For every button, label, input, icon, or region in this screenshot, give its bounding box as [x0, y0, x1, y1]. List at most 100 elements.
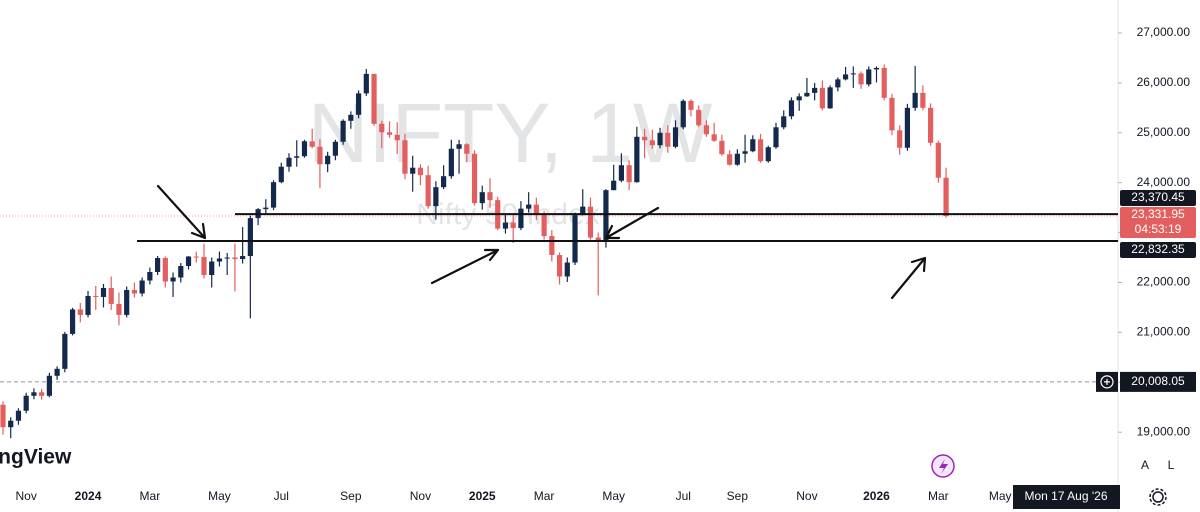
arrow — [430, 248, 500, 285]
candle-body — [842, 74, 849, 80]
lightning-icon — [939, 459, 948, 474]
candle-body — [541, 213, 547, 237]
candle-body — [23, 395, 29, 411]
candle-body — [765, 147, 771, 162]
candle-body — [881, 67, 887, 98]
candle-body — [62, 333, 68, 369]
candle-body — [649, 140, 655, 146]
y-tick-label: 26,000.00 — [1137, 75, 1191, 89]
x-tick-label: Mar — [928, 489, 949, 503]
candle-body — [286, 157, 292, 167]
auto-scale-button[interactable]: A — [1141, 458, 1149, 472]
candle-body — [224, 257, 230, 259]
candle-body — [626, 165, 632, 183]
candle-body — [232, 257, 238, 260]
candle-body — [417, 167, 424, 176]
candle-body — [155, 258, 161, 273]
last-price-label: 23,331.95 — [1131, 207, 1185, 221]
candle-body — [680, 100, 686, 128]
x-tick-label: Nov — [410, 489, 431, 503]
watermark-title: NIFTY, 1W — [308, 86, 713, 180]
candle-body — [781, 116, 787, 128]
crosshair-plus — [1100, 375, 1114, 389]
settings-gear — [1149, 488, 1167, 506]
x-tick-label: May — [989, 489, 1012, 503]
candle-body — [742, 151, 748, 154]
candle-body — [147, 272, 153, 281]
candle-body — [866, 69, 872, 85]
candle-body — [873, 67, 880, 70]
candle-body — [77, 309, 83, 315]
candle-body — [54, 368, 60, 376]
candle-body — [556, 255, 563, 277]
candle-body — [170, 277, 176, 282]
candle-body — [812, 87, 818, 93]
candle-body — [665, 132, 671, 147]
candle-body — [819, 87, 825, 109]
candle-body — [301, 141, 308, 157]
x-tick-label: Nov — [16, 489, 37, 503]
candle-body — [247, 218, 253, 257]
candle-body — [657, 132, 663, 146]
candle-body — [757, 139, 764, 162]
candle-body — [31, 392, 37, 396]
candle-body — [402, 140, 408, 174]
candle-body — [240, 256, 246, 260]
x-tick-label: Sep — [340, 489, 362, 503]
candle-body — [618, 165, 624, 181]
candle-body — [278, 166, 284, 183]
x-tick-label: May — [208, 489, 231, 503]
candle-body — [85, 295, 91, 315]
level-label: 23,370.45 — [1131, 190, 1185, 204]
x-tick-label: Jul — [676, 489, 691, 503]
plot — [0, 64, 1118, 439]
last-price-box — [1120, 207, 1196, 238]
candle-body — [340, 120, 346, 142]
candle-body — [433, 187, 439, 207]
candle-body — [471, 153, 478, 204]
candle-body — [634, 136, 640, 183]
candle-body — [827, 87, 833, 109]
y-tick-label: 27,000.00 — [1137, 25, 1191, 39]
candle-body — [526, 204, 532, 209]
candle-body — [100, 287, 107, 297]
candle-body — [750, 139, 756, 152]
candle-body — [920, 92, 926, 108]
y-tick-label: 25,000.00 — [1137, 125, 1191, 139]
countdown: 04:53:19 — [1135, 222, 1182, 236]
x-tick-label: Mar — [140, 489, 161, 503]
candle-body — [448, 148, 454, 177]
arrow — [890, 256, 927, 300]
annotations — [156, 184, 927, 300]
candle-body — [850, 73, 856, 75]
candle-body — [788, 100, 795, 117]
candle-body — [572, 215, 578, 263]
candle-body — [209, 261, 215, 276]
crosshair-date-box — [1013, 485, 1120, 509]
candle-body — [858, 73, 864, 85]
candle-body — [46, 375, 52, 396]
candle-body — [309, 141, 315, 147]
candle-body — [897, 130, 903, 148]
candle-body — [688, 100, 694, 110]
candle-body — [325, 155, 331, 165]
settings-icon[interactable] — [1152, 491, 1164, 503]
candle-body — [15, 410, 22, 421]
x-tick-label: Mar — [534, 489, 555, 503]
x-tick-label: 2024 — [75, 489, 102, 503]
candle-body — [641, 136, 648, 141]
candle-body — [317, 146, 323, 165]
candle-body — [611, 180, 617, 191]
level-label: 22,832.35 — [1131, 242, 1185, 256]
candle-body — [456, 144, 462, 149]
candle-body — [425, 175, 431, 207]
log-scale-button[interactable]: L — [1168, 458, 1175, 472]
candle-body — [441, 176, 447, 188]
level-label-box — [1120, 190, 1196, 206]
candle-body — [549, 236, 555, 256]
candle-body — [564, 262, 570, 277]
candle-body — [139, 280, 145, 294]
candle-body — [355, 93, 362, 115]
candle-body — [796, 96, 802, 101]
candle-body — [386, 132, 393, 135]
